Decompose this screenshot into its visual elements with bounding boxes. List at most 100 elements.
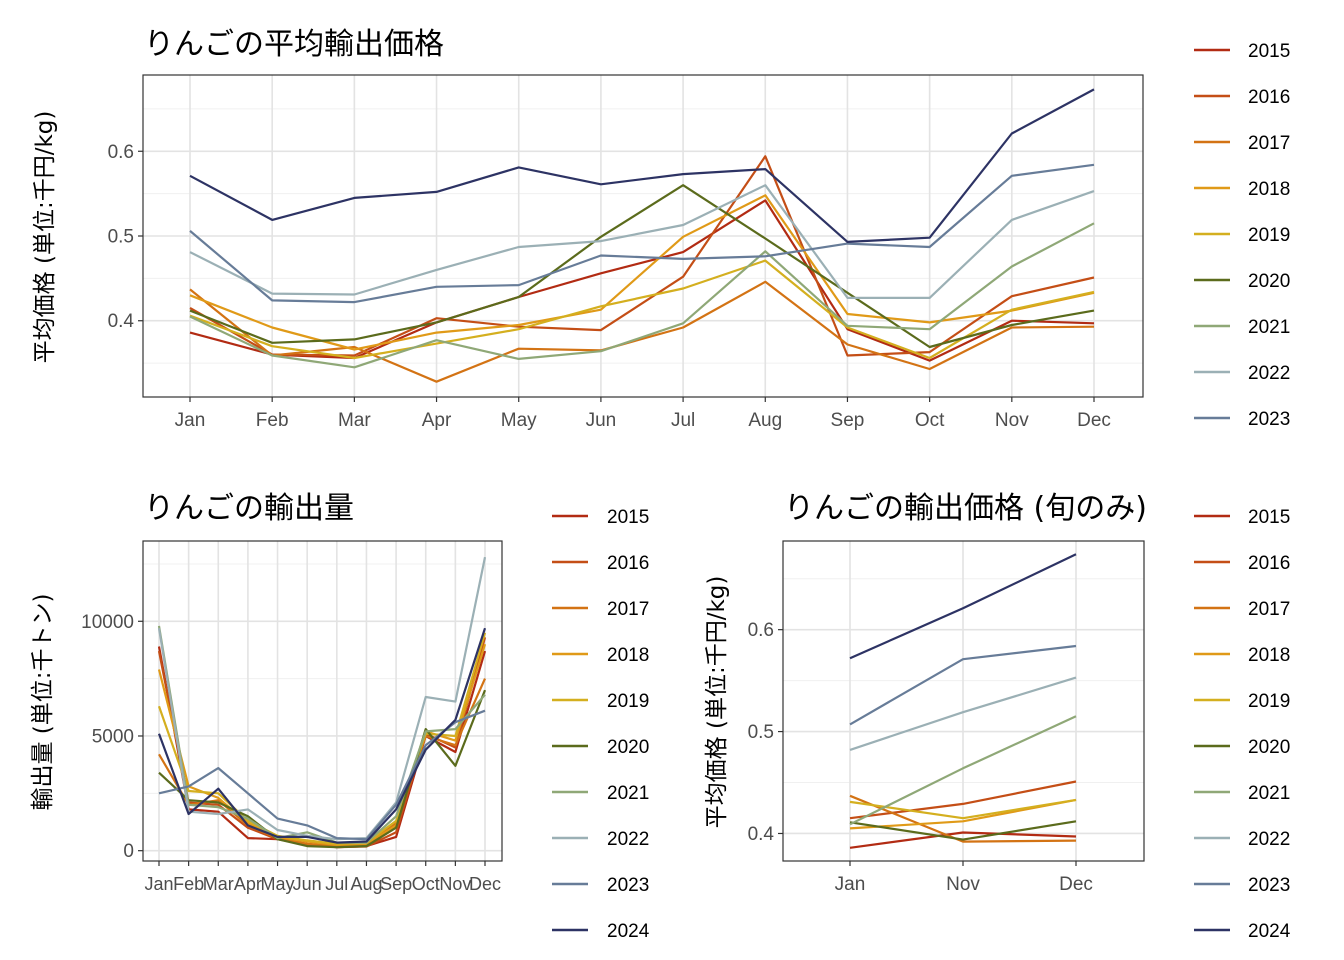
chart-title-3: りんごの輸出価格 (旬のみ) xyxy=(784,491,1147,526)
legend-label: 2022 xyxy=(1248,363,1290,384)
x-tick-label: Jan xyxy=(175,410,206,431)
y-tick-label: 0.5 xyxy=(108,227,134,248)
x-tick-label: Feb xyxy=(256,410,289,431)
legend-item-2019: 2019 xyxy=(1194,225,1290,246)
series-line-2022 xyxy=(189,184,1095,299)
legend-2: 2015 2016 2017 2018 2019 2020 2021 2022 2023 2024 xyxy=(552,507,650,942)
legend-item-2022: 2022 xyxy=(1194,829,1290,850)
series-line-2016 xyxy=(849,780,1077,820)
y-tick-label: 5000 xyxy=(92,726,134,747)
legend-label: 2018 xyxy=(607,645,649,666)
x-tick-label: Jun xyxy=(293,874,322,894)
x-tick-label: Mar xyxy=(203,874,234,894)
x-tick-label: Jun xyxy=(586,410,617,431)
x-tick-label: Feb xyxy=(173,874,204,894)
y-tick-label: 10000 xyxy=(81,612,134,633)
legend-label: 2019 xyxy=(607,691,649,712)
legend-item-2016: 2016 xyxy=(1194,553,1290,574)
legend-item-2024: 2024 xyxy=(1194,921,1291,942)
legend-item-2021: 2021 xyxy=(552,783,649,804)
legend-label: 2018 xyxy=(1248,645,1290,666)
x-tick-label: Jan xyxy=(835,874,866,895)
legend-label: 2016 xyxy=(1248,87,1290,108)
x-tick-label: Nov xyxy=(995,410,1029,431)
y-tick-label: 0.4 xyxy=(108,311,135,332)
legend-item-2016: 2016 xyxy=(1194,87,1290,108)
panel-2: りんごの輸出量 輸出量 (単位:千トン) 0 5000 10000 Jan FebMar… xyxy=(30,491,650,942)
legend-label: 2017 xyxy=(607,599,649,620)
chart-title-2: りんごの輸出量 xyxy=(144,491,354,526)
series-line-2020 xyxy=(849,820,1077,841)
x-tick-label: Nov xyxy=(946,874,980,895)
legend-label: 2016 xyxy=(607,553,649,574)
y-axis-label-3: 平均価格 (単位:千円/kg) xyxy=(704,576,730,829)
plot-border xyxy=(142,540,503,862)
y-tick-label: 0.4 xyxy=(748,824,775,845)
legend-item-2023: 2023 xyxy=(1194,409,1290,430)
legend-item-2020: 2020 xyxy=(1194,737,1290,758)
series-line-2015 xyxy=(849,831,1077,849)
series-line-2023 xyxy=(849,644,1077,726)
plot-area-3: 0.4 0.5 0.6 Jan Nov Dec xyxy=(748,540,1145,895)
legend-item-2023: 2023 xyxy=(552,875,649,896)
x-tick-label: Dec xyxy=(1059,874,1093,895)
x-tick-label: Nov xyxy=(439,874,471,894)
legend-label: 2021 xyxy=(1248,317,1290,338)
legend-label: 2024 xyxy=(1248,921,1291,942)
series-line-2022 xyxy=(157,556,487,841)
legend-label: 2015 xyxy=(1248,507,1290,528)
panel-1: りんごの平均輸出価格 平均価格 (単位:千円/kg) 0.4 0.5 0.6 Jan F… xyxy=(32,27,1290,431)
x-tick-label: Oct xyxy=(412,874,440,894)
series-line-2021 xyxy=(849,715,1077,826)
x-tick-label: Aug xyxy=(748,410,782,431)
x-tick-label: Sep xyxy=(380,874,412,894)
legend-item-2022: 2022 xyxy=(552,829,649,850)
legend-item-2021: 2021 xyxy=(1194,317,1290,338)
legend-item-2018: 2018 xyxy=(1194,179,1290,200)
legend-label: 2023 xyxy=(1248,409,1290,430)
legend-item-2016: 2016 xyxy=(552,553,649,574)
series-line-2024 xyxy=(849,553,1077,660)
chart-title-1: りんごの平均輸出価格 xyxy=(144,27,444,62)
series-line-2023 xyxy=(189,163,1095,304)
series-line-2017 xyxy=(189,280,1095,383)
legend-item-2019: 2019 xyxy=(1194,691,1290,712)
y-tick-label: 0.6 xyxy=(108,142,134,163)
x-tick-label: Dec xyxy=(1077,410,1111,431)
x-tick-label: Jan xyxy=(144,874,173,894)
legend-label: 2020 xyxy=(1248,737,1290,758)
legend-label: 2021 xyxy=(1248,783,1290,804)
x-tick-label: Aug xyxy=(350,874,382,894)
legend-item-2015: 2015 xyxy=(1194,507,1290,528)
series-line-2019 xyxy=(849,798,1077,820)
y-tick-label: 0 xyxy=(123,841,134,862)
series-line-2019 xyxy=(189,259,1095,360)
legend-label: 2020 xyxy=(607,737,649,758)
series-line-2018 xyxy=(189,194,1095,351)
y-axis-label-1: 平均価格 (単位:千円/kg) xyxy=(32,111,58,364)
legend-label: 2022 xyxy=(1248,829,1290,850)
legend-3: 2015 2016 2017 2018 2019 2020 2021 2022 2023 2024 xyxy=(1194,507,1291,942)
legend-item-2017: 2017 xyxy=(1194,599,1290,620)
legend-item-2018: 2018 xyxy=(552,645,649,666)
legend-label: 2017 xyxy=(1248,599,1290,620)
x-tick-label: Apr xyxy=(422,410,452,431)
x-tick-label: May xyxy=(501,410,537,431)
legend-label: 2017 xyxy=(1248,133,1290,154)
series-line-2017 xyxy=(849,794,1077,843)
legend-label: 2019 xyxy=(1248,225,1290,246)
series-line-2015 xyxy=(189,199,1095,362)
x-tick-label: May xyxy=(261,874,295,894)
legend-label: 2023 xyxy=(607,875,649,896)
legend-item-2020: 2020 xyxy=(1194,271,1290,292)
x-tick-label: Dec xyxy=(469,874,501,894)
series-line-2020 xyxy=(189,184,1095,349)
x-tick-label: Oct xyxy=(915,410,945,431)
legend-label: 2021 xyxy=(607,783,649,804)
legend-item-2020: 2020 xyxy=(552,737,649,758)
legend-label: 2018 xyxy=(1248,179,1290,200)
legend-1: 2015 2016 2017 2018 2019 2020 2021 2022 2023 xyxy=(1194,41,1290,430)
x-tick-label: Jul xyxy=(325,874,348,894)
